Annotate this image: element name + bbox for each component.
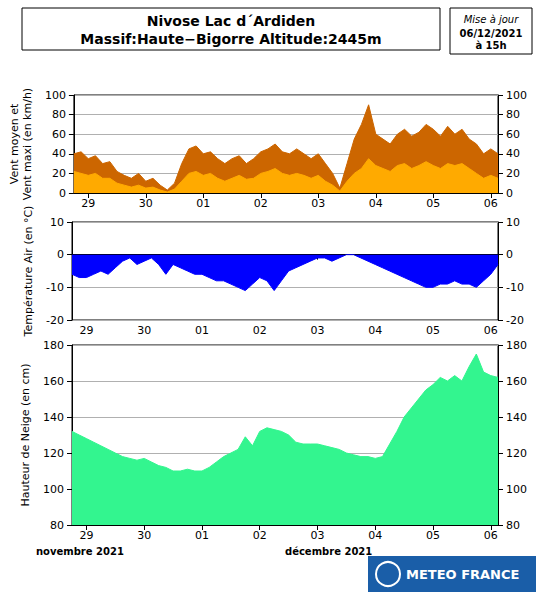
svg-text:10: 10: [506, 216, 520, 229]
svg-text:100: 100: [506, 483, 527, 496]
svg-text:40: 40: [52, 147, 66, 160]
svg-text:03: 03: [310, 324, 324, 337]
svg-text:05: 05: [426, 529, 440, 542]
svg-text:100: 100: [45, 89, 66, 102]
svg-text:à 15h: à 15h: [475, 40, 506, 51]
svg-text:0: 0: [59, 187, 66, 200]
svg-text:29: 29: [81, 197, 95, 210]
svg-text:06: 06: [484, 197, 498, 210]
svg-text:29: 29: [79, 529, 93, 542]
svg-text:Massif:Haute−Bigorre Altitude:: Massif:Haute−Bigorre Altitude:2445m: [80, 31, 381, 47]
svg-text:160: 160: [506, 375, 527, 388]
svg-text:100: 100: [43, 483, 64, 496]
svg-text:30: 30: [137, 324, 151, 337]
svg-text:20: 20: [506, 167, 520, 180]
svg-text:10: 10: [50, 216, 64, 229]
svg-text:Nivose Lac d´Ardiden: Nivose Lac d´Ardiden: [147, 13, 316, 29]
svg-text:60: 60: [52, 128, 66, 141]
svg-text:06: 06: [484, 529, 498, 542]
svg-text:160: 160: [43, 375, 64, 388]
svg-text:Hauteur de Neige (en cm): Hauteur de Neige (en cm): [19, 363, 32, 506]
svg-text:novembre 2021: novembre 2021: [36, 546, 124, 557]
svg-text:-10: -10: [506, 281, 524, 294]
svg-text:100: 100: [506, 89, 527, 102]
svg-text:02: 02: [253, 324, 267, 337]
svg-text:Vent maxi (en km/h): Vent maxi (en km/h): [21, 88, 34, 200]
svg-text:01: 01: [195, 324, 209, 337]
svg-text:30: 30: [139, 197, 153, 210]
svg-text:Mise à jour: Mise à jour: [464, 14, 519, 25]
svg-text:01: 01: [195, 529, 209, 542]
svg-text:Vent moyen et: Vent moyen et: [8, 103, 21, 184]
svg-text:01: 01: [196, 197, 210, 210]
svg-text:METEO FRANCE: METEO FRANCE: [406, 567, 519, 582]
svg-text:120: 120: [43, 447, 64, 460]
svg-text:30: 30: [137, 529, 151, 542]
svg-text:Température Air (en °C): Température Air (en °C): [22, 206, 35, 338]
svg-text:29: 29: [79, 324, 93, 337]
svg-text:06/12/2021: 06/12/2021: [460, 28, 523, 39]
svg-text:03: 03: [310, 529, 324, 542]
svg-text:05: 05: [426, 324, 440, 337]
svg-text:-10: -10: [46, 281, 64, 294]
svg-text:0: 0: [57, 248, 64, 261]
svg-text:-20: -20: [506, 314, 524, 327]
svg-text:0: 0: [506, 187, 513, 200]
svg-text:180: 180: [43, 339, 64, 352]
svg-text:80: 80: [506, 108, 520, 121]
svg-text:06: 06: [484, 324, 498, 337]
svg-text:03: 03: [311, 197, 325, 210]
svg-text:05: 05: [426, 197, 440, 210]
svg-text:40: 40: [506, 147, 520, 160]
svg-text:04: 04: [368, 529, 382, 542]
svg-text:04: 04: [369, 197, 383, 210]
svg-text:60: 60: [506, 128, 520, 141]
svg-text:80: 80: [50, 519, 64, 532]
svg-text:20: 20: [52, 167, 66, 180]
svg-text:120: 120: [506, 447, 527, 460]
svg-text:0: 0: [506, 248, 513, 261]
svg-text:140: 140: [506, 411, 527, 424]
svg-text:02: 02: [253, 529, 267, 542]
svg-text:80: 80: [506, 519, 520, 532]
svg-text:180: 180: [506, 339, 527, 352]
svg-text:décembre 2021: décembre 2021: [285, 546, 372, 557]
svg-text:02: 02: [254, 197, 268, 210]
svg-text:80: 80: [52, 108, 66, 121]
svg-text:140: 140: [43, 411, 64, 424]
svg-text:04: 04: [368, 324, 382, 337]
svg-text:-20: -20: [46, 314, 64, 327]
